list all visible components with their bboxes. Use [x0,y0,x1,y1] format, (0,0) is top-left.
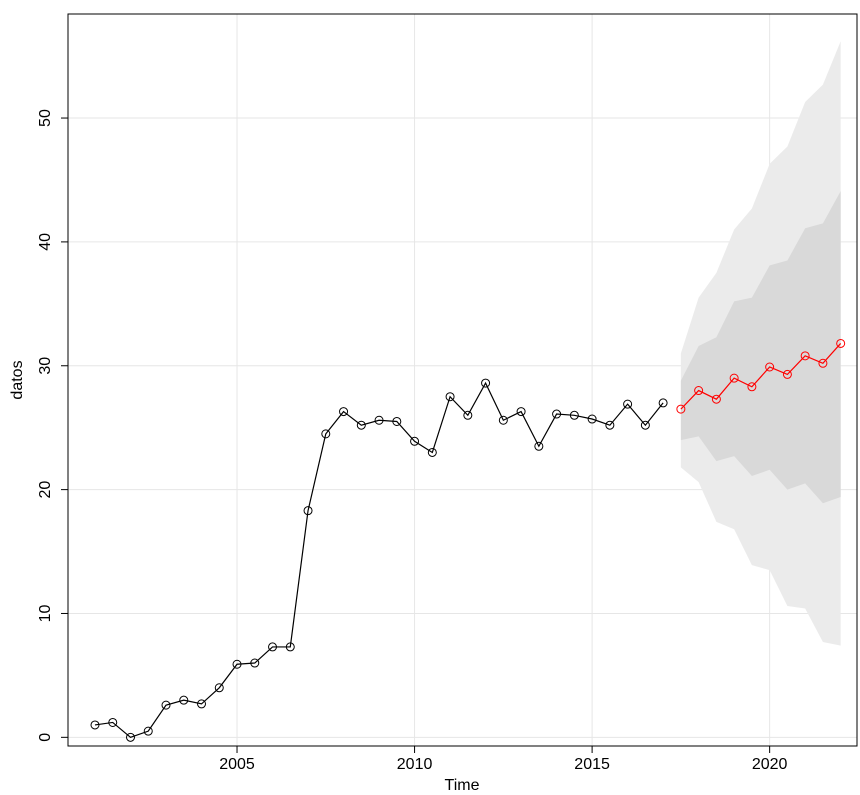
point [125,732,135,742]
x-tick-label: 2020 [752,756,788,773]
point [285,642,295,652]
point [623,399,633,409]
series-line [94,381,664,739]
point [427,447,437,457]
point [197,699,207,709]
x-axis-label: Time [445,777,480,794]
prediction-band [680,191,841,504]
point [534,441,544,451]
point [836,338,846,348]
x-tick-label: 2015 [574,756,610,773]
point [800,351,810,361]
point [143,726,153,736]
point [463,410,473,420]
point [676,404,686,414]
y-tick-label: 50 [37,109,54,127]
y-tick-label: 10 [37,604,54,622]
point [250,658,260,668]
point [161,700,171,710]
y-tick-label: 0 [37,733,54,742]
y-tick-label: 30 [37,357,54,375]
x-tick-label: 2010 [397,756,433,773]
point [818,358,828,368]
point [658,398,668,408]
point [569,410,579,420]
point [268,642,278,652]
point [694,386,704,396]
point [356,420,366,430]
point [374,415,384,425]
point [729,373,739,383]
point [179,695,189,705]
point [339,407,349,417]
point [765,362,775,372]
point [498,415,508,425]
point [392,416,402,426]
point [552,409,562,419]
point [711,394,721,404]
point [321,429,331,439]
point [303,506,313,516]
point [640,420,650,430]
point [108,717,118,727]
point [232,659,242,669]
point [90,720,100,730]
y-tick-label: 20 [37,481,54,499]
point [605,420,615,430]
point [747,382,757,392]
point [214,683,224,693]
point [410,436,420,446]
plot-frame [67,13,858,747]
point [516,407,526,417]
point [587,414,597,424]
point [481,378,491,388]
x-tick-label: 2005 [219,756,255,773]
series-line [680,343,842,410]
y-axis-label: datos [9,360,26,399]
point [445,392,455,402]
point [782,369,792,379]
y-tick-label: 40 [37,233,54,251]
